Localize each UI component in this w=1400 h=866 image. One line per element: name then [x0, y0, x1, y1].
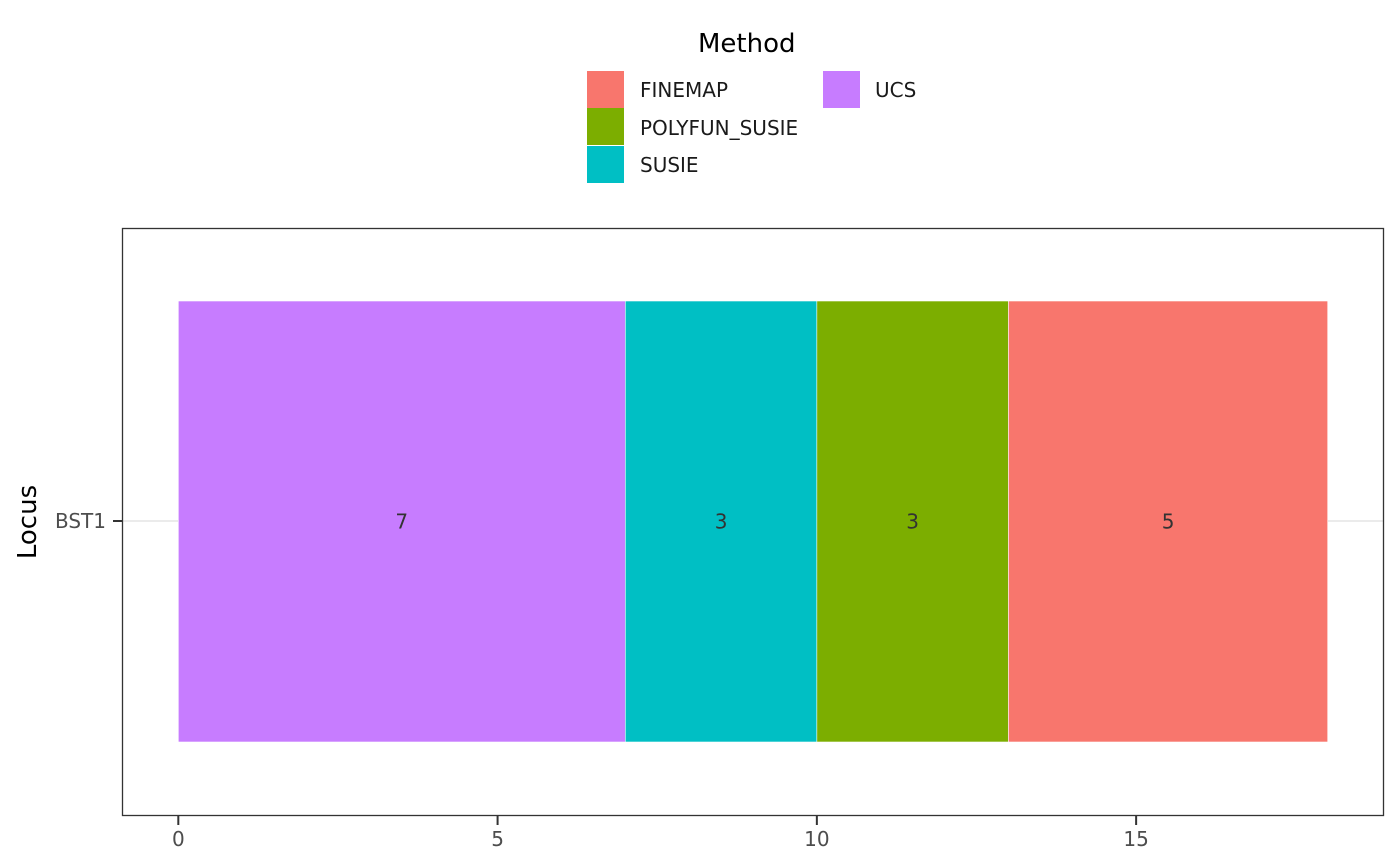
legend-key-ucs: [823, 71, 860, 108]
bar-segment-polyfun-susie: [816, 300, 1009, 743]
x-tick-label-0: 0: [172, 827, 185, 851]
data-label-ucs: 7: [395, 510, 408, 534]
y-axis-title: Locus: [13, 485, 43, 559]
legend-key-susie: [587, 146, 624, 183]
legend-item-finemap: FINEMAP: [587, 71, 728, 108]
plot-panel: 7 3 3 5: [121, 227, 1385, 817]
legend-label-polyfun-susie: POLYFUN_SUSIE: [640, 116, 798, 140]
legend-item-ucs: UCS: [823, 71, 916, 108]
data-label-susie: 3: [715, 510, 728, 534]
data-label-polyfun-susie: 3: [906, 510, 919, 534]
y-tick-label-bst1: BST1: [55, 509, 106, 533]
legend-label-susie: SUSIE: [640, 153, 699, 177]
legend-label-finemap: FINEMAP: [640, 78, 728, 102]
legend-label-ucs: UCS: [875, 78, 916, 102]
legend-item-polyfun-susie: POLYFUN_SUSIE: [587, 108, 798, 145]
x-axis: 0 5 10 15: [172, 816, 1149, 851]
legend-item-susie: SUSIE: [587, 146, 699, 183]
bar-segment-ucs: [178, 300, 626, 743]
data-labels-layer: 7 3 3 5: [395, 510, 1174, 534]
x-tick-label-10: 10: [804, 827, 829, 851]
y-axis: BST1: [55, 509, 122, 533]
data-label-finemap: 5: [1162, 510, 1175, 534]
legend-key-polyfun-susie: [587, 108, 624, 145]
x-tick-label-15: 15: [1123, 827, 1148, 851]
panel-border: [121, 227, 1385, 817]
bar-segment-finemap: [1008, 300, 1328, 743]
x-tick-label-5: 5: [491, 827, 504, 851]
legend-title: Method: [698, 29, 796, 59]
legend: Method FINEMAP POLYFUN_SUSIE SUSIE UCS: [587, 29, 916, 183]
bar-segment-susie: [624, 300, 818, 743]
legend-key-finemap: [587, 71, 624, 108]
bars-layer: [178, 300, 1328, 743]
